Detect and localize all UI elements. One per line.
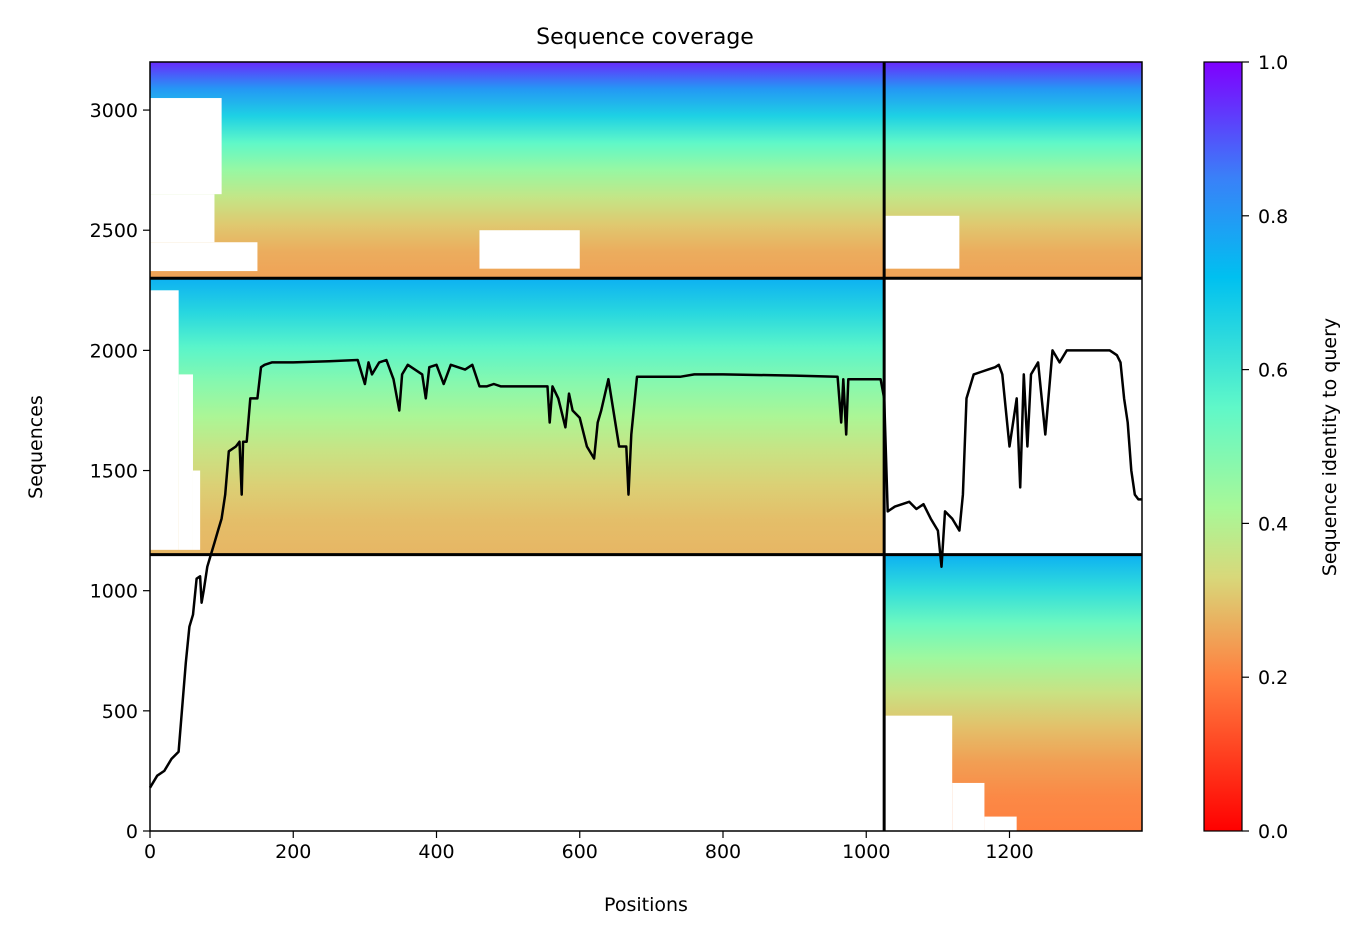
- x-tick-label: 800: [705, 841, 741, 863]
- chart-title: Sequence coverage: [536, 25, 754, 50]
- x-tick-label: 600: [562, 841, 598, 863]
- x-tick-label: 400: [418, 841, 454, 863]
- y-axis: 0 500 1000 1500 2000 2500 3000: [90, 100, 150, 843]
- coverage-gap: [479, 230, 580, 269]
- colorbar-tick-label: 0.4: [1258, 513, 1288, 535]
- colorbar-axis: 0.0 0.2 0.4 0.6 0.8 1.0: [1242, 52, 1288, 843]
- x-tick-label: 1000: [842, 841, 890, 863]
- coverage-blocks: [150, 62, 1142, 831]
- x-tick-label: 200: [275, 841, 311, 863]
- coverage-line: [148, 349, 1142, 789]
- coverage-gaps: [150, 98, 1017, 831]
- colorbar: [1203, 61, 1243, 832]
- y-tick-label: 1000: [90, 581, 138, 603]
- y-tick-label: 1500: [90, 461, 138, 483]
- coverage-gap: [150, 98, 222, 195]
- x-axis-label: Positions: [604, 894, 688, 916]
- y-tick-label: 500: [102, 701, 138, 723]
- y-axis-label: Sequences: [25, 395, 47, 499]
- colorbar-label: Sequence identity to query: [1319, 318, 1341, 576]
- y-tick-label: 2500: [90, 220, 138, 242]
- coverage-gap: [884, 215, 960, 269]
- colorbar-tick-label: 0.2: [1258, 667, 1288, 689]
- y-tick-label: 0: [126, 821, 138, 843]
- coverage-gap: [192, 470, 201, 550]
- block-dividers: [150, 62, 1142, 831]
- y-tick-label: 3000: [90, 100, 138, 122]
- colorbar-tick-label: 0.6: [1258, 360, 1288, 382]
- colorbar-tick-label: 0.8: [1258, 206, 1288, 228]
- x-axis: 0 200 400 600 800 1000 1200: [144, 831, 1034, 863]
- y-tick-label: 2000: [90, 340, 138, 362]
- colorbar-tick-label: 0.0: [1258, 821, 1288, 843]
- x-tick-label: 0: [144, 841, 156, 863]
- coverage-gap: [178, 374, 193, 550]
- coverage-gap: [952, 782, 985, 831]
- x-tick-label: 1200: [985, 841, 1033, 863]
- coverage-gap: [984, 816, 1017, 831]
- coverage-gap: [150, 194, 215, 243]
- colorbar-tick-label: 1.0: [1258, 52, 1288, 74]
- coverage-gap: [884, 715, 953, 831]
- coverage-gap: [150, 290, 179, 550]
- coverage-block: [150, 278, 885, 555]
- coverage-gap: [150, 242, 258, 272]
- plot-frame: [149, 61, 1143, 832]
